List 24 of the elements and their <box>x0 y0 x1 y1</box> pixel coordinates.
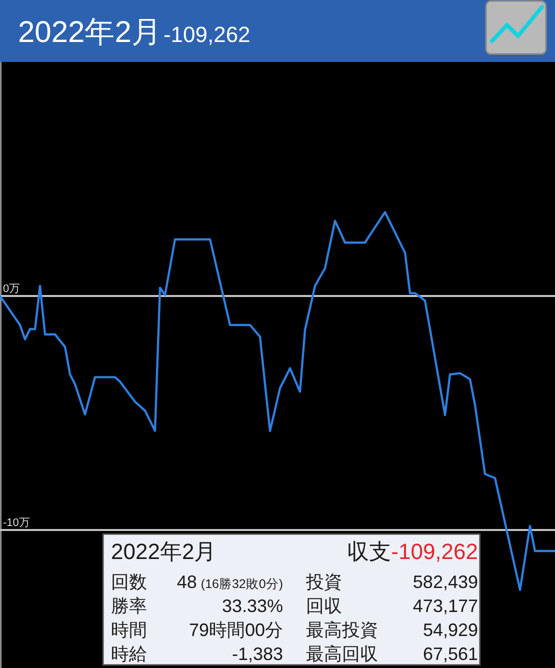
annotation: -1,383 <box>232 644 283 664</box>
annotation: 582,439 <box>412 572 478 592</box>
y-tick-label: -10万 <box>3 516 30 529</box>
chart-title: 2022年2月 <box>18 16 162 49</box>
annotation: -109,262 <box>391 539 478 564</box>
annotation: 最高投資 <box>306 620 378 640</box>
annotation: 33.33% <box>222 596 283 616</box>
annotation: 79時間00分 <box>188 620 283 640</box>
text: 2022年2月 <box>111 539 216 564</box>
annotation: 48 <box>176 572 197 592</box>
y-tick-label: 0万 <box>3 282 20 295</box>
annotation: 時間 <box>111 620 147 640</box>
annotation: 回数 <box>111 572 147 592</box>
annotation: (16勝32敗0分) <box>200 577 283 591</box>
annotation: 54,929 <box>422 620 478 640</box>
annotation: 最高回収 <box>306 644 378 664</box>
chart-subtitle: -109,262 <box>163 22 250 47</box>
annotation: 67,561 <box>422 644 478 664</box>
annotation: 収支 <box>347 539 392 564</box>
annotation: 投資 <box>305 572 342 592</box>
annotation: 勝率 <box>111 596 147 616</box>
annotation: 回収 <box>306 596 342 616</box>
annotation: 473,177 <box>412 596 478 616</box>
annotation: 時給 <box>111 644 147 664</box>
